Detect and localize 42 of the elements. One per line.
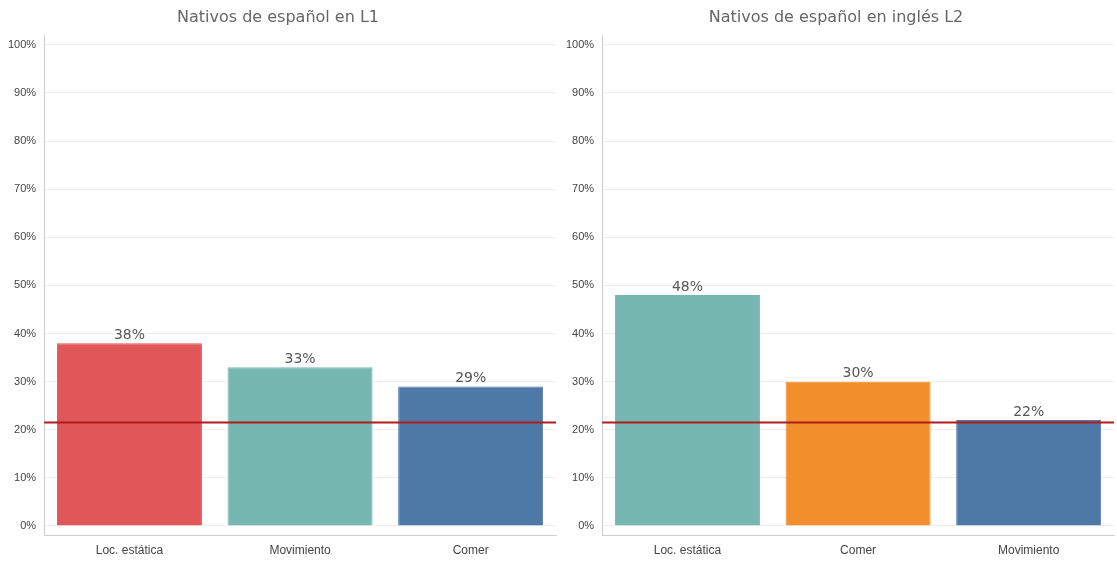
y-tick-label: 20% — [572, 422, 595, 435]
y-tick-label: 10% — [14, 470, 37, 483]
data-label: 30% — [842, 364, 874, 381]
y-tick-label: 80% — [572, 134, 595, 147]
y-tick-label: 60% — [572, 230, 595, 243]
y-tick-label: 70% — [572, 182, 595, 195]
y-tick-label: 100% — [565, 37, 595, 50]
y-tick-label: 40% — [14, 326, 37, 339]
bar — [227, 367, 373, 526]
y-tick-label: 30% — [572, 374, 595, 387]
y-tick-label: 30% — [14, 374, 37, 387]
data-label: 22% — [1013, 402, 1045, 419]
bar — [785, 381, 931, 526]
y-tick-label: 90% — [14, 85, 37, 98]
y-tick-label: 90% — [572, 85, 595, 98]
data-label: 38% — [113, 325, 146, 342]
y-tick-label: 50% — [572, 278, 595, 291]
y-tick-label: 60% — [14, 230, 37, 243]
bar — [56, 343, 202, 526]
y-tick-label: 80% — [14, 134, 37, 147]
y-tick-label: 70% — [14, 182, 37, 195]
data-label: 29% — [455, 369, 487, 386]
y-tick-label: 0% — [578, 519, 595, 532]
chart-title: Nativos de español en L1 — [176, 6, 380, 26]
x-tick-label: Movimiento — [269, 543, 332, 558]
y-tick-label: 100% — [7, 37, 37, 50]
bar — [614, 295, 760, 526]
y-tick-label: 20% — [14, 422, 37, 435]
y-tick-label: 0% — [20, 519, 37, 532]
y-tick-label: 40% — [572, 326, 595, 339]
y-tick-label: 10% — [572, 470, 595, 483]
data-label: 48% — [671, 277, 704, 294]
x-tick-label: Comer — [452, 543, 489, 558]
chart-title: Nativos de español en inglés L2 — [708, 6, 964, 26]
x-tick-label: Loc. estática — [95, 543, 164, 558]
x-tick-label: Movimiento — [998, 543, 1060, 558]
bar — [956, 420, 1102, 526]
x-tick-label: Comer — [840, 543, 877, 558]
y-tick-label: 50% — [14, 278, 37, 291]
data-label: 33% — [284, 349, 316, 366]
x-tick-label: Loc. estática — [653, 543, 722, 558]
bar — [398, 386, 544, 526]
